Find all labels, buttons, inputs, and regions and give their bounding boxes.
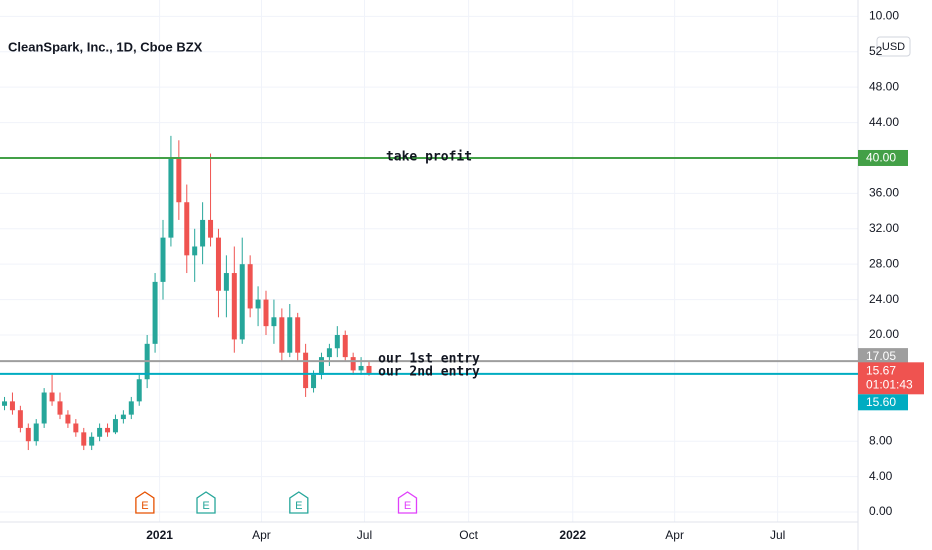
y-tick-label: 44.00 [869,115,899,129]
candle-body [120,414,126,420]
level-label: take profit [386,149,472,164]
level-price-label-box [858,394,908,411]
candle-body [176,157,182,203]
y-tick-label: 20.00 [869,327,899,341]
y-tick-label: 10.00 [869,9,899,23]
candle-body [168,157,174,238]
earnings-label: E [404,500,411,512]
candle-body [81,432,87,446]
y-tick-label: 28.00 [869,256,899,270]
candle-body [255,299,261,309]
candle-body [184,202,190,256]
currency-badge[interactable] [876,36,911,57]
candle-body [105,427,111,433]
candle-body [208,219,214,238]
candle-body [136,379,142,402]
candle-body [89,436,95,446]
x-tick-label: Jul [770,528,785,542]
y-tick-label: 52 [869,44,883,58]
candle-body [57,401,63,415]
candle-body [97,427,103,437]
candle-body [287,317,293,353]
countdown-label: 01:01:43 [866,377,913,391]
candle-body [2,401,8,406]
earnings-marker [196,491,216,514]
earnings-marker [289,491,309,514]
candle-body [326,348,332,358]
earnings-label: E [295,500,302,512]
candle-body [9,401,15,411]
candle-body [65,414,71,424]
level-price-label: 15.60 [866,395,896,409]
level-price-label: 40.00 [866,151,896,165]
candle-body [73,423,79,433]
candle-body [160,237,166,282]
y-tick-label: 36.00 [869,186,899,200]
candle-body [334,334,340,349]
candle-body [41,392,47,424]
candle-body [263,299,269,327]
y-tick-label: 48.00 [869,79,899,93]
candle-body [112,419,118,433]
x-tick-label: 2021 [146,528,173,542]
candle-body [33,423,39,442]
last-price-label: 15.67 [866,363,896,377]
candle-body [311,374,317,389]
candle-body [358,365,364,371]
level-label: our 2nd entry [378,364,480,379]
y-tick-label: 24.00 [869,292,899,306]
level-price-label-box [858,348,908,365]
y-tick-label: 32.00 [869,221,899,235]
candle-body [279,317,285,353]
candle-body [318,357,324,375]
earnings-label: E [141,500,148,512]
x-tick-label: Apr [665,528,684,542]
currency-label[interactable]: USD [882,41,905,53]
candle-body [366,365,372,374]
candle-body [215,237,221,291]
last-price-box [858,362,924,395]
candle-body [303,352,309,389]
candle-body [49,392,55,402]
candle-body [239,264,245,340]
candle-body [192,246,198,256]
level-label: our 1st entry [378,352,480,367]
candle-body [271,317,277,327]
level-price-label-box [858,149,908,166]
candle-body [17,410,23,428]
x-tick-label: Oct [459,528,478,542]
y-tick-label: 8.00 [869,433,893,447]
candle-body [223,273,229,291]
candle-body [295,317,301,353]
x-tick-label: Apr [252,528,271,542]
candle-body [231,273,237,340]
candle-body [25,427,31,442]
candle-body [342,334,348,358]
candle-body [200,219,206,247]
y-tick-label: 4.00 [869,469,893,483]
earnings-label: E [202,500,209,512]
x-tick-label: Jul [357,528,372,542]
candle-body [247,264,253,309]
candle-body [152,281,158,344]
chart-title: CleanSpark, Inc., 1D, Cboe BZX [8,39,203,54]
x-tick-label: 2022 [559,528,586,542]
candle-body [350,357,356,371]
level-price-label: 17.05 [866,349,896,363]
earnings-marker [135,491,155,514]
earnings-marker [397,491,418,514]
candle-body [128,401,134,415]
y-tick-label: 0.00 [869,504,893,518]
